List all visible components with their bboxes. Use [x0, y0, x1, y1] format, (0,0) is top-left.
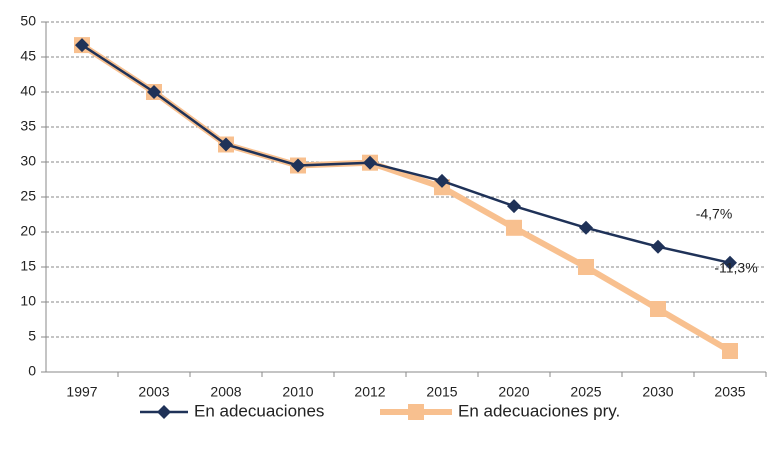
marker	[408, 404, 424, 420]
marker	[157, 405, 171, 419]
annotation: -4,7%	[696, 206, 733, 222]
legend-label: En adecuaciones pry.	[458, 401, 620, 420]
marker	[578, 259, 594, 275]
x-tick-label: 1997	[66, 384, 97, 400]
x-tick-label: 2012	[354, 384, 385, 400]
marker	[650, 301, 666, 317]
x-tick-label: 2035	[714, 384, 745, 400]
y-tick-label: 35	[20, 118, 36, 134]
y-tick-label: 5	[28, 328, 36, 344]
marker	[219, 137, 233, 152]
y-tick-label: 45	[20, 48, 36, 64]
y-tick-label: 30	[20, 153, 36, 169]
marker	[507, 199, 521, 214]
y-tick-label: 50	[20, 13, 36, 29]
x-tick-label: 2010	[282, 384, 313, 400]
marker	[579, 220, 593, 235]
marker	[723, 255, 737, 270]
marker	[435, 173, 449, 188]
x-tick-label: 2030	[642, 384, 673, 400]
x-tick-label: 2015	[426, 384, 457, 400]
marker	[722, 343, 738, 359]
y-tick-label: 10	[20, 293, 36, 309]
series-line	[81, 44, 731, 265]
marker	[363, 155, 377, 170]
y-tick-label: 25	[20, 188, 36, 204]
marker	[291, 158, 305, 173]
annotation: -11,3%	[714, 260, 757, 276]
y-tick-label: 20	[20, 223, 36, 239]
x-tick-label: 2008	[210, 384, 241, 400]
x-tick-label: 2020	[498, 384, 529, 400]
y-tick-label: 15	[20, 258, 36, 274]
marker	[75, 38, 89, 53]
legend-label: En adecuaciones	[194, 401, 324, 420]
y-tick-label: 40	[20, 83, 36, 99]
series-line	[80, 42, 732, 354]
marker	[147, 85, 161, 99]
x-tick-label: 2003	[138, 384, 169, 400]
marker	[506, 219, 522, 236]
marker	[651, 239, 665, 254]
y-tick-label: 0	[28, 363, 36, 379]
x-tick-label: 2025	[570, 384, 601, 400]
